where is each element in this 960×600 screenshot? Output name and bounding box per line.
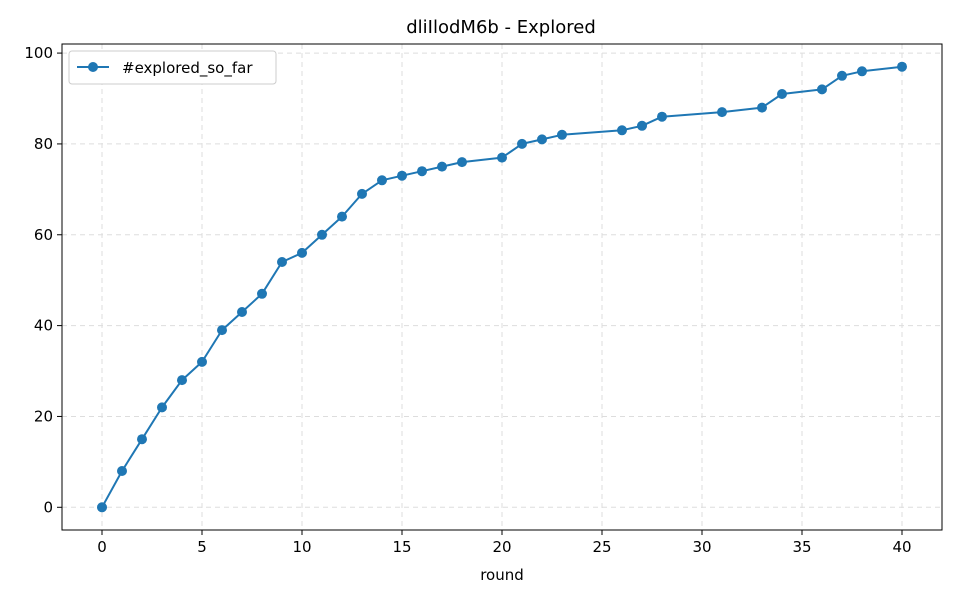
data-point bbox=[197, 356, 207, 367]
x-tick-label: 20 bbox=[492, 538, 511, 556]
data-point bbox=[777, 89, 787, 99]
data-point bbox=[437, 161, 447, 172]
x-tick-label: 15 bbox=[392, 538, 411, 556]
data-point bbox=[137, 434, 147, 445]
data-point bbox=[377, 175, 387, 186]
data-point bbox=[857, 66, 867, 77]
data-point bbox=[297, 247, 307, 258]
data-point bbox=[537, 134, 547, 145]
data-point bbox=[117, 466, 127, 476]
y-tick-label: 80 bbox=[34, 135, 53, 153]
plot-frame bbox=[61, 43, 943, 531]
data-point bbox=[617, 125, 627, 136]
data-point bbox=[157, 402, 167, 413]
y-tick-label: 20 bbox=[34, 407, 53, 425]
data-point bbox=[757, 102, 767, 113]
data-point bbox=[217, 325, 227, 336]
x-tick-label: 10 bbox=[292, 538, 311, 556]
y-tick-label: 100 bbox=[24, 44, 53, 62]
data-point bbox=[897, 61, 907, 72]
data-point bbox=[397, 170, 407, 181]
data-point bbox=[317, 229, 327, 240]
x-tick-label: 25 bbox=[592, 538, 611, 556]
x-axis-label: round bbox=[480, 566, 524, 584]
legend-label: #explored_so_far bbox=[122, 59, 253, 78]
x-tick-label: 30 bbox=[692, 538, 711, 556]
y-tick-label: 60 bbox=[34, 226, 53, 244]
x-tick-label: 40 bbox=[892, 538, 911, 556]
data-point bbox=[277, 257, 287, 267]
legend-box bbox=[68, 50, 277, 85]
data-point bbox=[97, 502, 107, 513]
data-point bbox=[497, 152, 507, 163]
series-layer bbox=[97, 61, 907, 513]
data-point bbox=[637, 120, 647, 131]
legend-marker-swatch bbox=[88, 62, 98, 72]
data-point bbox=[457, 157, 467, 168]
data-point bbox=[177, 375, 187, 386]
x-tick-label: 5 bbox=[197, 538, 207, 556]
data-point bbox=[357, 188, 367, 199]
data-point bbox=[717, 107, 727, 118]
data-point bbox=[337, 211, 347, 222]
data-point bbox=[657, 111, 667, 122]
data-point bbox=[517, 138, 527, 149]
data-point bbox=[557, 129, 567, 140]
y-tick-label: 40 bbox=[34, 317, 53, 335]
data-point bbox=[257, 288, 267, 299]
data-point bbox=[237, 307, 247, 317]
x-tick-label: 0 bbox=[97, 538, 107, 556]
legend: #explored_so_far bbox=[68, 50, 277, 85]
chart-title: dliIlodM6b - Explored bbox=[406, 17, 596, 38]
data-point bbox=[837, 70, 847, 81]
data-point bbox=[817, 84, 827, 95]
axis-ticks: 0 5 10 15 20 25 30 35 40 0 20 40 60 80 100 bbox=[24, 44, 911, 556]
x-tick-label: 35 bbox=[792, 538, 811, 556]
grid-lines bbox=[62, 44, 942, 530]
data-point bbox=[417, 166, 427, 177]
y-tick-label: 0 bbox=[43, 498, 53, 516]
